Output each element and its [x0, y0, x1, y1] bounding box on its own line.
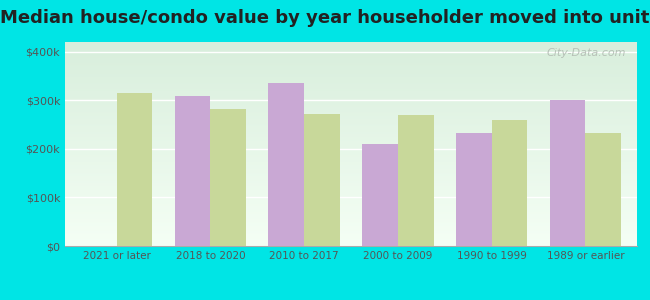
Bar — [586, 133, 621, 246]
Bar — [550, 100, 586, 246]
Bar — [398, 115, 434, 246]
Bar — [175, 96, 211, 246]
Legend: Saratoga, Wyoming: Saratoga, Wyoming — [270, 297, 432, 300]
Bar — [211, 109, 246, 246]
Text: Median house/condo value by year householder moved into unit: Median house/condo value by year househo… — [0, 9, 650, 27]
Bar — [491, 120, 527, 246]
Bar — [456, 133, 491, 246]
Bar — [268, 83, 304, 246]
Text: City-Data.com: City-Data.com — [546, 48, 625, 58]
Bar — [304, 114, 340, 246]
Bar — [116, 93, 152, 246]
Bar — [362, 144, 398, 246]
